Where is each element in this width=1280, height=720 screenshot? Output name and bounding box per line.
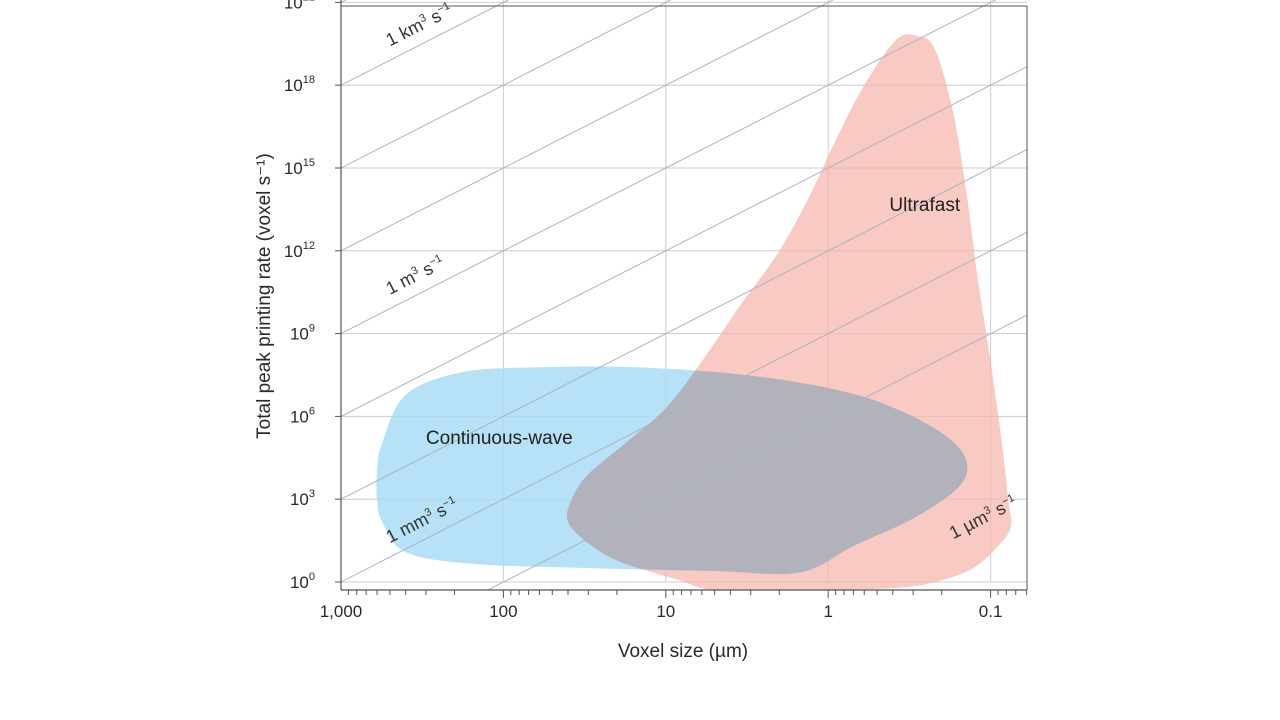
volume-rate-line	[341, 0, 997, 335]
y-tick-exponent: 21	[303, 0, 315, 3]
y-tick-label: 1015	[284, 157, 315, 178]
y-tick-label: 103	[290, 488, 315, 509]
x-tick-label: 1	[823, 602, 832, 621]
x-tick-label: 100	[489, 602, 517, 621]
volume-rate-label: 1 km3 s−1	[383, 0, 456, 50]
volume-rate-label-sup: 3	[409, 264, 420, 277]
y-tick-exponent: 6	[309, 405, 315, 417]
y-tick-exponent: 9	[309, 323, 315, 335]
volume-rate-label-sup: 3	[423, 506, 434, 519]
volume-rate-label-sup: −1	[441, 494, 458, 510]
volume-rate-label-sup: −1	[1000, 492, 1017, 508]
y-tick-label: 106	[290, 405, 315, 426]
volume-rate-label-sup: −1	[427, 252, 444, 268]
y-tick-label: 1018	[284, 74, 315, 95]
axes	[335, 0, 1028, 598]
volume-rate-label-sup: 3	[417, 12, 428, 25]
y-tick-label: 109	[290, 323, 315, 344]
ultrafast-label: Ultrafast	[889, 195, 960, 216]
continuous-wave-label: Continuous-wave	[426, 428, 573, 449]
y-tick-label: 1012	[284, 240, 315, 261]
y-tick-label: 100	[290, 571, 315, 592]
volume-rate-line	[341, 0, 510, 86]
volume-rate-guides	[341, 0, 1027, 590]
y-tick-exponent: 0	[309, 571, 315, 583]
volume-rate-line	[341, 231, 1027, 583]
volume-rate-label-sup: 3	[982, 504, 993, 517]
x-tick-label: 0.1	[979, 602, 1003, 621]
volume-rate-label-sup: −1	[435, 0, 452, 16]
labels: 1,000 100 10 1 0.1 100 103 106 109 1012 1015 1018 10…	[284, 0, 1017, 621]
y-tick-exponent: 18	[303, 74, 315, 86]
volume-rate-line	[486, 314, 1027, 590]
y-tick-exponent: 12	[303, 240, 315, 252]
volume-rate-line	[341, 0, 835, 252]
y-tick-exponent: 15	[303, 157, 315, 169]
y-tick-label: 1021	[284, 0, 315, 12]
x-tick-label: 10	[656, 602, 675, 621]
y-axis-title: Total peak printing rate (voxel s⁻¹)	[254, 153, 275, 439]
ultrafast-region	[566, 34, 1012, 590]
y-tick-exponent: 3	[309, 488, 315, 500]
volume-rate-line	[341, 0, 672, 169]
volume-rate-label: 1 m3 s−1	[383, 252, 448, 298]
x-tick-label: 1,000	[320, 602, 363, 621]
volume-rate-line	[341, 148, 1027, 500]
regions	[376, 34, 1012, 590]
x-axis-title: Voxel size (µm)	[618, 641, 748, 662]
volume-rate-line	[341, 66, 1027, 417]
